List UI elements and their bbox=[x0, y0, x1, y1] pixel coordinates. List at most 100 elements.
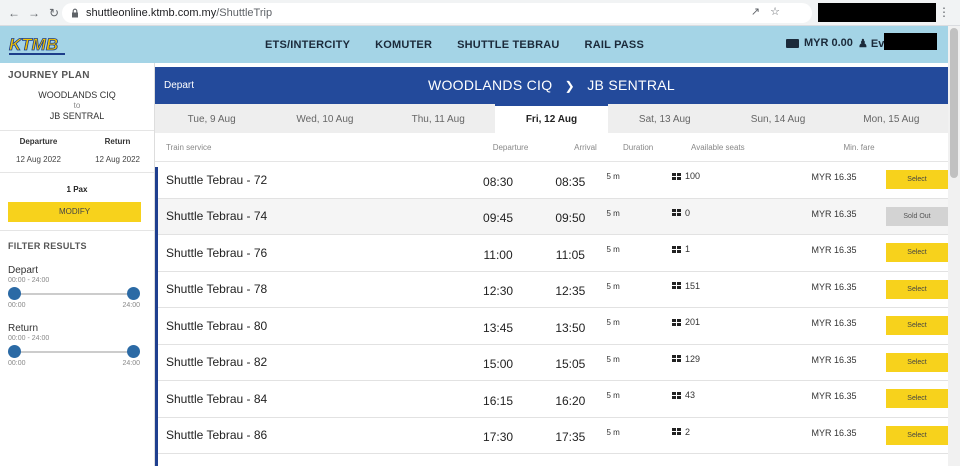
arrival-time: 15:05 bbox=[555, 357, 586, 372]
divider bbox=[0, 230, 154, 231]
col-seats: Available seats bbox=[691, 142, 745, 152]
duration: 5 m bbox=[606, 208, 620, 218]
col-arrival: Arrival bbox=[574, 142, 597, 152]
depart-filter-range: 00:00 - 24:00 bbox=[8, 277, 50, 284]
train-service: Shuttle Tebrau - 82 bbox=[166, 355, 268, 370]
date-tab[interactable]: Thu, 11 Aug bbox=[411, 114, 465, 125]
table-row: Shuttle Tebrau - 72 08:30 08:35 5 m 100 MYR 1… bbox=[155, 162, 949, 199]
slider-track bbox=[14, 293, 134, 295]
slider-handle-min[interactable] bbox=[8, 345, 21, 358]
slider-handle-max[interactable] bbox=[127, 287, 140, 300]
date-tab[interactable]: Sat, 13 Aug bbox=[638, 114, 691, 125]
return-date: 12 Aug 2022 bbox=[95, 155, 140, 164]
redacted-area bbox=[818, 3, 936, 22]
row-action: Select bbox=[886, 352, 949, 372]
col-departure: Departure bbox=[492, 142, 529, 152]
arrival-time: 13:50 bbox=[555, 320, 586, 335]
ktmb-logo[interactable]: KTMB bbox=[6, 30, 68, 58]
select-button[interactable]: Select bbox=[886, 316, 949, 336]
pax-count: 1 Pax bbox=[66, 185, 88, 194]
select-button[interactable]: Select bbox=[886, 389, 949, 409]
min-fare: MYR 16.35 bbox=[811, 245, 857, 255]
trip-rows: Shuttle Tebrau - 72 08:30 08:35 5 m 100 MYR 1… bbox=[155, 162, 949, 454]
modify-button[interactable]: MODIFY bbox=[8, 202, 141, 222]
slider-handle-max[interactable] bbox=[127, 345, 140, 358]
departure-time: 12:30 bbox=[483, 284, 514, 299]
return-time-slider[interactable] bbox=[8, 344, 140, 360]
share-icon[interactable]: ↗ bbox=[750, 6, 761, 18]
date-tab[interactable]: Tue, 9 Aug bbox=[187, 114, 236, 125]
select-button[interactable]: Select bbox=[886, 243, 949, 263]
available-seats: 2 bbox=[672, 418, 782, 437]
nav-ets-intercity[interactable]: ETS/INTERCITY bbox=[265, 38, 351, 51]
train-service: Shuttle Tebrau - 72 bbox=[166, 172, 268, 187]
min-fare: MYR 16.35 bbox=[811, 391, 857, 401]
select-button[interactable]: Select bbox=[886, 352, 949, 372]
seat-grid-icon bbox=[672, 355, 682, 362]
depart-time-slider[interactable] bbox=[8, 286, 140, 302]
wallet-balance[interactable]: MYR 0.00 bbox=[786, 37, 853, 49]
return-filter-range: 00:00 - 24:00 bbox=[8, 335, 50, 342]
arrival-time: 12:35 bbox=[555, 284, 586, 299]
reload-icon[interactable]: ↻ bbox=[48, 5, 60, 20]
col-fare: Min. fare bbox=[843, 142, 875, 152]
date-tab[interactable]: Wed, 10 Aug bbox=[296, 114, 354, 125]
depart-filter-label: Depart bbox=[8, 265, 39, 276]
lock-icon bbox=[72, 8, 78, 18]
train-service: Shuttle Tebrau - 76 bbox=[166, 245, 268, 260]
select-button[interactable]: Select bbox=[886, 170, 949, 190]
menu-icon[interactable]: ⋮ bbox=[938, 5, 950, 19]
departure-time: 17:30 bbox=[483, 430, 514, 445]
available-seats: 0 bbox=[672, 199, 782, 218]
date-tab[interactable]: Mon, 15 Aug bbox=[863, 114, 920, 125]
arrival-time: 08:35 bbox=[555, 174, 586, 189]
table-row: Shuttle Tebrau - 80 13:45 13:50 5 m 201 MYR 1… bbox=[155, 308, 949, 345]
slider-handle-min[interactable] bbox=[8, 287, 21, 300]
arrow-left-icon[interactable]: ← bbox=[8, 5, 20, 20]
min-fare: MYR 16.35 bbox=[811, 208, 857, 219]
arrow-right-icon[interactable]: → bbox=[28, 5, 40, 20]
seat-count: 129 bbox=[685, 353, 701, 364]
nav-shuttle-tebrau[interactable]: SHUTTLE TEBRAU bbox=[457, 38, 560, 51]
journey-dates: Departure 12 Aug 2022 Return 12 Aug 2022 bbox=[0, 131, 154, 164]
seat-grid-icon bbox=[672, 318, 682, 326]
tick-min: 00:00 bbox=[8, 360, 26, 367]
train-service: Shuttle Tebrau - 78 bbox=[166, 282, 268, 297]
available-seats: 100 bbox=[672, 162, 782, 181]
divider bbox=[0, 130, 154, 131]
select-button[interactable]: Select bbox=[886, 425, 949, 445]
depart-header: Depart WOODLANDS CIQ ❯ JB SENTRAL bbox=[155, 67, 948, 104]
table-row: Shuttle Tebrau - 86 17:30 17:35 5 m 2 MYR 16.… bbox=[155, 417, 949, 454]
tick-max: 24:00 bbox=[122, 360, 140, 367]
return-slider-ticks: 00:00 24:00 bbox=[0, 360, 154, 367]
redacted-area bbox=[884, 33, 937, 50]
address-bar[interactable]: shuttleonline.ktmb.com.my/ShuttleTrip bbox=[62, 3, 812, 23]
date-tab[interactable]: Fri, 12 Aug bbox=[494, 104, 609, 133]
min-fare: MYR 16.35 bbox=[811, 281, 857, 292]
star-icon[interactable]: ☆ bbox=[770, 6, 780, 18]
date-tabs: Tue, 9 Aug Wed, 10 Aug Thu, 11 Aug Fri, 12 … bbox=[155, 104, 948, 133]
date-tab[interactable]: Sun, 14 Aug bbox=[750, 114, 806, 125]
table-row: Shuttle Tebrau - 84 16:15 16:20 5 m 43 MYR 16… bbox=[155, 381, 949, 418]
svg-text:KTMB: KTMB bbox=[9, 35, 58, 54]
return-filter-label: Return bbox=[8, 323, 39, 334]
select-button[interactable]: Select bbox=[886, 279, 949, 299]
row-action: Select bbox=[886, 279, 949, 299]
scrollbar-thumb[interactable] bbox=[950, 28, 958, 178]
min-fare: MYR 16.35 bbox=[811, 318, 857, 328]
arrival-time: 11:05 bbox=[555, 247, 585, 262]
nav-rail-pass[interactable]: RAIL PASS bbox=[584, 38, 645, 51]
row-action: Select bbox=[886, 170, 949, 190]
url-domain: shuttleonline.ktmb.com.my bbox=[86, 7, 217, 19]
departure-time: 08:30 bbox=[483, 174, 514, 189]
seat-count: 2 bbox=[685, 426, 691, 437]
table-row: Shuttle Tebrau - 76 11:00 11:05 5 m 1 MYR 16.… bbox=[155, 235, 949, 272]
duration: 5 m bbox=[606, 172, 620, 181]
seat-count: 0 bbox=[685, 207, 691, 218]
site-header: KTMB ETS/INTERCITY KOMUTER SHUTTLE TEBRA… bbox=[0, 26, 948, 63]
table-row: Shuttle Tebrau - 82 15:00 15:05 5 m 129 MYR 1… bbox=[155, 344, 949, 381]
filter-results-title: FILTER RESULTS bbox=[8, 241, 87, 251]
row-action: Select bbox=[886, 243, 949, 263]
departure-time: 16:15 bbox=[483, 393, 514, 408]
nav-komuter[interactable]: KOMUTER bbox=[375, 38, 433, 51]
